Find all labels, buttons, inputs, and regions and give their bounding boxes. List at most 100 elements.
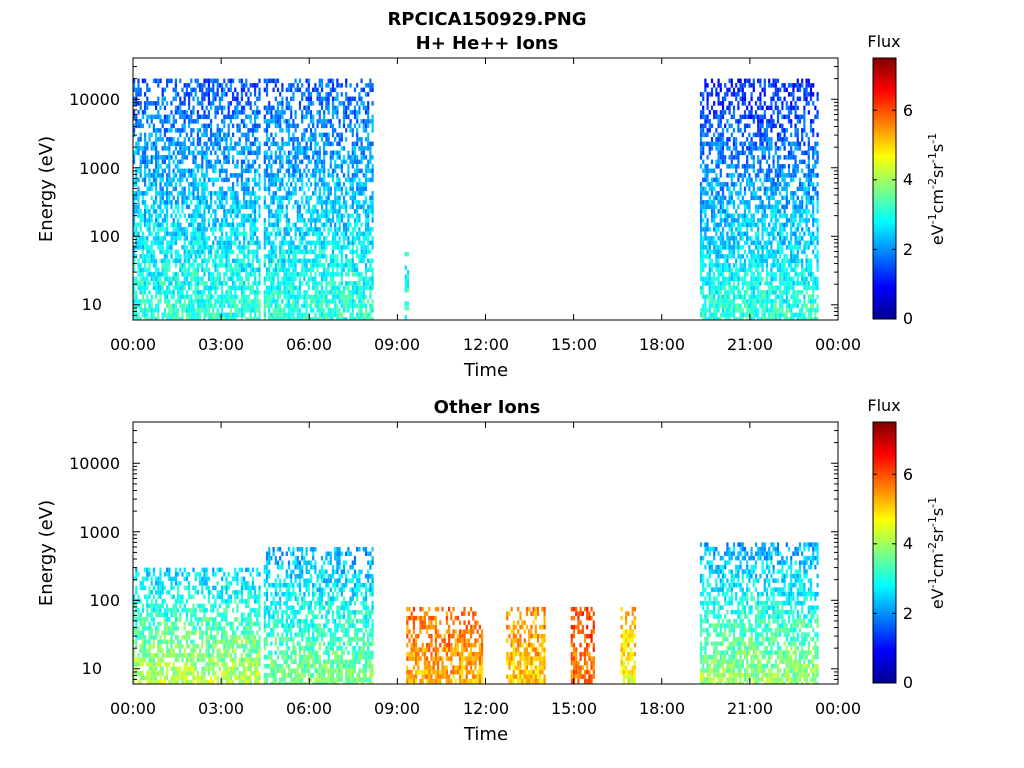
flux-cell <box>340 276 343 282</box>
flux-cell <box>305 110 308 115</box>
flux-cell <box>196 200 199 205</box>
flux-cell <box>245 245 248 250</box>
flux-cell <box>371 285 374 291</box>
flux-cell <box>207 92 210 97</box>
flux-cell <box>268 272 271 277</box>
flux-cell <box>141 285 144 291</box>
flux-cell <box>761 137 764 142</box>
flux-cell <box>150 204 153 210</box>
flux-cell <box>270 222 273 228</box>
flux-cell <box>254 227 257 232</box>
flux-cell <box>358 110 361 115</box>
flux-cell <box>234 195 237 201</box>
flux-cell <box>358 204 361 210</box>
flux-cell <box>139 267 142 273</box>
flux-cell <box>225 209 228 214</box>
flux-cell <box>150 240 153 246</box>
flux-cell <box>338 218 341 223</box>
flux-cell <box>196 263 199 268</box>
flux-cell <box>274 290 277 295</box>
flux-cell <box>743 272 747 277</box>
flux-cell <box>146 218 149 223</box>
flux-cell <box>157 191 160 196</box>
flux-cell <box>251 132 254 138</box>
flux-cell <box>323 186 326 192</box>
flux-cell <box>710 312 714 318</box>
flux-cell <box>312 258 315 264</box>
flux-cell <box>201 132 204 138</box>
flux-cell <box>207 317 210 320</box>
flux-cell <box>212 182 215 187</box>
flux-cell <box>155 141 158 147</box>
flux-cell <box>133 276 136 282</box>
flux-cell <box>726 267 729 273</box>
flux-cell <box>721 110 725 115</box>
flux-cell <box>240 231 243 237</box>
flux-cell <box>168 281 171 286</box>
flux-cell <box>724 294 727 300</box>
flux-cell <box>345 137 348 142</box>
flux-cell <box>221 222 224 228</box>
flux-cell <box>347 303 350 309</box>
flux-cell <box>279 182 282 187</box>
flux-cell <box>325 218 328 223</box>
flux-cell <box>336 254 339 259</box>
flux-cell <box>759 299 762 304</box>
flux-cell <box>274 272 277 277</box>
flux-cell <box>325 119 328 124</box>
flux-cell <box>161 312 164 318</box>
flux-cell <box>336 294 339 300</box>
flux-cell <box>190 92 193 97</box>
flux-cell <box>247 272 250 277</box>
flux-cell <box>759 114 762 120</box>
flux-cell <box>256 146 259 151</box>
flux-cell <box>150 299 153 304</box>
flux-cell <box>735 155 738 160</box>
flux-cell <box>256 105 259 111</box>
flux-cell <box>342 123 346 129</box>
flux-cell <box>247 204 250 210</box>
flux-cell <box>699 191 703 196</box>
flux-cell <box>706 96 709 102</box>
flux-cell <box>314 182 317 187</box>
flux-cell <box>188 299 191 304</box>
flux-cell <box>159 114 162 120</box>
flux-cell <box>704 227 707 232</box>
flux-cell <box>294 263 297 268</box>
flux-cell <box>240 146 243 151</box>
flux-cell <box>719 114 722 120</box>
flux-cell <box>183 101 186 106</box>
flux-cell <box>318 254 321 259</box>
flux-cell <box>353 249 357 255</box>
flux-cell <box>404 301 407 306</box>
flux-cell <box>706 141 709 147</box>
flux-cell <box>334 294 337 300</box>
flux-cell <box>732 290 736 295</box>
flux-cell <box>144 209 147 214</box>
flux-cell <box>203 204 206 210</box>
flux-cell <box>279 92 282 97</box>
flux-cell <box>225 132 228 138</box>
flux-cell <box>763 177 766 183</box>
flux-cell <box>218 132 221 138</box>
flux-cell <box>161 137 164 142</box>
flux-cell <box>737 231 740 237</box>
flux-cell <box>320 101 324 106</box>
flux-cell <box>188 173 191 178</box>
flux-cell <box>270 281 273 286</box>
flux-cell <box>761 312 764 318</box>
flux-cell <box>166 218 169 223</box>
flux-cell <box>358 168 361 174</box>
flux-cell <box>276 263 280 268</box>
flux-cell <box>251 218 254 223</box>
flux-cell <box>342 110 346 115</box>
flux-cell <box>247 294 250 300</box>
flux-cell <box>247 164 250 169</box>
flux-cell <box>263 236 266 241</box>
flux-cell <box>199 308 202 313</box>
flux-cell <box>292 317 295 320</box>
flux-cell <box>336 83 339 88</box>
flux-cell <box>205 263 208 268</box>
flux-cell <box>155 222 158 228</box>
flux-cell <box>719 213 722 219</box>
